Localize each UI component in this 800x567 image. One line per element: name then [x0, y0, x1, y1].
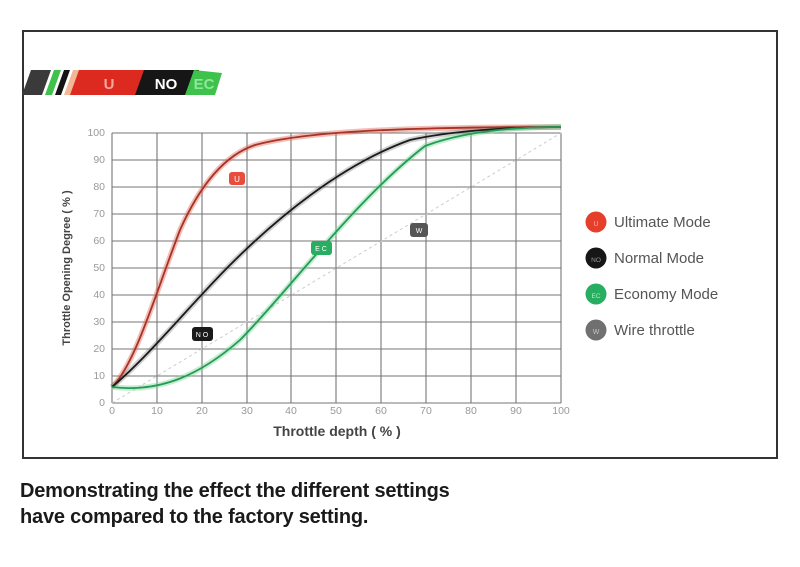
svg-text:NO: NO: [155, 76, 178, 93]
svg-text:40: 40: [93, 289, 105, 301]
svg-text:Normal Mode: Normal Mode: [614, 250, 704, 267]
svg-text:E C: E C: [315, 246, 327, 253]
svg-text:Ultimate Mode: Ultimate Mode: [614, 214, 711, 231]
svg-text:EC: EC: [194, 76, 215, 93]
svg-text:50: 50: [330, 405, 342, 417]
svg-text:Wire throttle: Wire throttle: [614, 322, 695, 339]
svg-text:70: 70: [93, 208, 105, 220]
svg-text:10: 10: [93, 370, 105, 382]
svg-text:U: U: [104, 76, 115, 93]
svg-text:60: 60: [93, 235, 105, 247]
svg-text:30: 30: [241, 405, 253, 417]
svg-text:30: 30: [93, 316, 105, 328]
svg-text:Economy Mode: Economy Mode: [614, 286, 718, 303]
svg-text:60: 60: [375, 405, 387, 417]
svg-text:W: W: [416, 228, 423, 235]
svg-text:EC: EC: [591, 293, 600, 300]
svg-text:Throttle Opening Degree ( % ): Throttle Opening Degree ( % ): [61, 190, 73, 346]
svg-text:90: 90: [93, 154, 105, 166]
svg-text:40: 40: [285, 405, 297, 417]
svg-text:0: 0: [109, 405, 115, 417]
svg-text:10: 10: [151, 405, 163, 417]
svg-text:100: 100: [87, 127, 105, 139]
svg-text:20: 20: [196, 405, 208, 417]
svg-text:100: 100: [552, 405, 570, 417]
svg-text:N O: N O: [196, 332, 209, 339]
svg-text:W: W: [593, 329, 600, 336]
svg-text:80: 80: [465, 405, 477, 417]
svg-text:20: 20: [93, 343, 105, 355]
svg-text:U: U: [234, 175, 240, 184]
svg-text:90: 90: [510, 405, 522, 417]
svg-text:0: 0: [99, 397, 105, 409]
svg-text:80: 80: [93, 181, 105, 193]
svg-text:U: U: [593, 221, 598, 228]
svg-text:NO: NO: [591, 257, 601, 264]
svg-text:70: 70: [420, 405, 432, 417]
svg-text:Throttle depth ( % ): Throttle depth ( % ): [273, 423, 401, 439]
svg-text:50: 50: [93, 262, 105, 274]
